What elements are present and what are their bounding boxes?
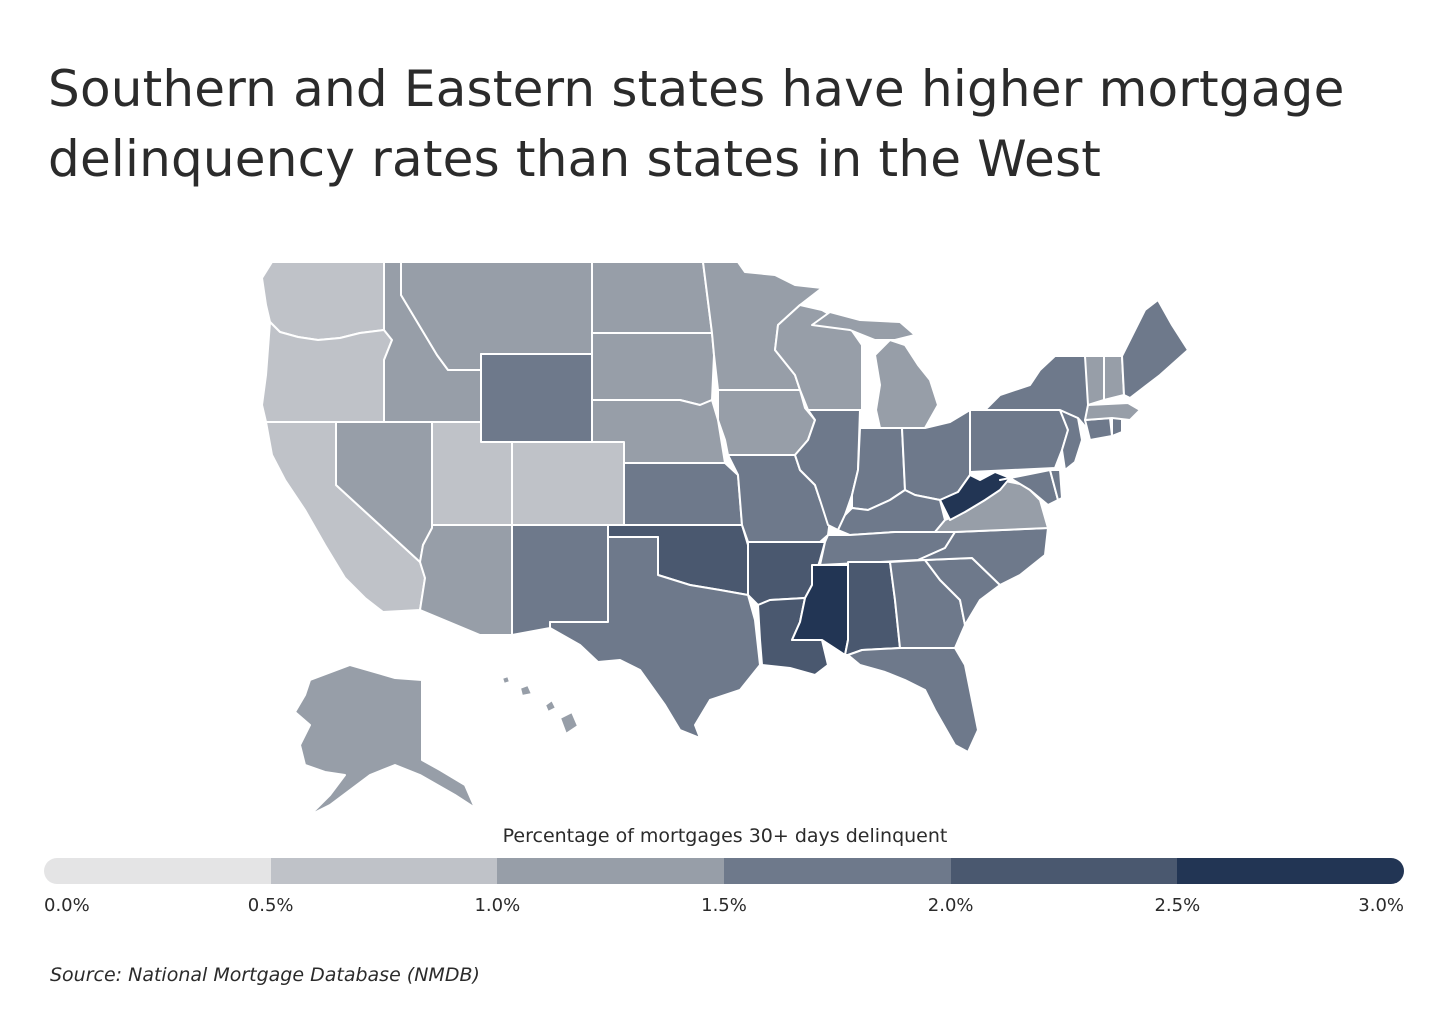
state-ak [294,664,476,816]
state-me [1121,299,1189,399]
legend-swatch-3 [724,858,951,884]
legend-title: Percentage of mortgages 30+ days delinqu… [502,825,948,847]
state-wa [261,261,385,341]
state-ma [1084,402,1141,421]
legend-tick-label: 1.0% [474,895,521,916]
state-nc [917,527,1049,586]
chart-title: Southern and Eastern states have higher … [48,60,1345,188]
state-hi [501,675,579,735]
legend-swatch-4 [950,858,1178,884]
state-az [419,524,513,636]
legend-swatch-5 [1177,858,1404,884]
state-fl [847,647,979,753]
legend-tick-label: 2.5% [1154,895,1201,916]
source-note: Source: National Mortgage Database (NMDB… [50,964,480,986]
legend-color-bar [44,858,1404,884]
legend-swatch-2 [497,858,725,884]
state-co [511,441,625,526]
state-mi [811,311,939,429]
state-vt [1084,355,1105,406]
state-nm [511,524,609,636]
state-nd [591,261,713,334]
legend-swatch-0 [44,858,271,884]
legend-tick-label: 0.5% [247,895,294,916]
state-ne [591,399,726,464]
legend-tick-label: 2.0% [927,895,974,916]
state-tx [549,536,761,739]
state-wi [774,304,863,411]
state-sd [591,332,715,406]
legend-tick-label: 0.0% [44,895,90,916]
state-de [1049,469,1063,501]
state-wy [480,353,593,443]
state-nj [1059,409,1083,471]
legend-tick-label: 1.5% [701,895,747,916]
state-pa [969,409,1069,473]
state-ri [1111,417,1123,437]
state-ct [1084,417,1113,441]
state-ia [717,389,816,456]
state-nh [1103,355,1125,401]
legend-swatch-1 [270,858,498,884]
legend-tick-label: 3.0% [1358,895,1404,916]
state-ks [623,462,743,526]
